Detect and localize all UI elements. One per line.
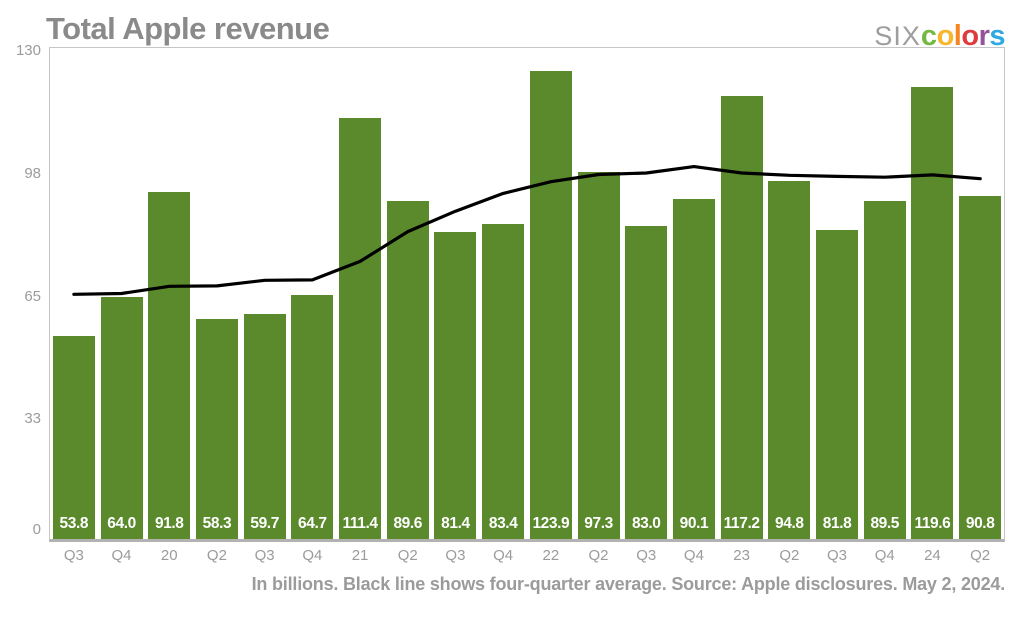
x-tick-label: Q3 [254,547,275,564]
bar-value-label: 90.8 [965,515,995,532]
bar: 111.4 [339,118,382,539]
x-tick-label: Q4 [302,547,323,564]
bar-value-label: 94.8 [775,515,804,532]
bar: 58.3 [195,318,238,539]
bar-value-label: 64.0 [107,515,136,532]
chart-caption: In billions. Black line shows four-quart… [251,574,1006,594]
bar: 83.4 [482,224,525,539]
x-tick-label: Q2 [206,547,227,564]
bar: 90.1 [672,198,715,539]
y-tick-label: 130 [15,42,41,59]
bar-value-label: 83.4 [488,515,518,532]
x-tick-label: 22 [542,547,560,564]
bar-value-label: 83.0 [631,515,661,532]
chart-title: Total Apple revenue [46,11,330,46]
bar: 81.8 [816,230,859,539]
bar: 119.6 [911,87,954,539]
sixcolors-logo: SIXcolors [874,21,1005,56]
x-tick-label: Q4 [683,547,704,564]
bar: 123.9 [529,71,572,539]
logo-colors-text: colors [920,20,1006,52]
bar: 64.0 [100,297,143,539]
bar: 91.8 [148,192,191,539]
bar: 90.8 [959,196,1002,539]
x-tick-label: Q2 [397,547,418,564]
bar: 81.4 [434,231,477,539]
logo-letter: s [989,20,1005,52]
logo-letter: l [953,20,962,52]
bar-value-label: 123.9 [532,515,570,532]
x-tick-label: Q2 [588,547,609,564]
four-quarter-average-line [72,164,982,296]
bar-value-label: 81.4 [441,515,470,532]
bar-value-label: 53.8 [59,515,89,532]
x-tick-label: Q3 [827,547,848,564]
bar-value-label: 90.1 [679,515,709,532]
bar-value-label: 119.6 [914,515,951,532]
bar: 83.0 [625,225,668,539]
bar: 97.3 [577,171,620,539]
bar-value-label: 89.6 [393,515,423,532]
x-tick-label: Q2 [779,547,800,564]
x-tick-label: Q2 [970,547,991,564]
y-tick-label: 98 [24,164,41,182]
bar-value-label: 111.4 [342,515,378,532]
bar-value-label: 91.8 [154,515,184,532]
bar: 89.5 [863,200,906,539]
y-axis-tick-labels: 130 98 65 33 0 [0,42,41,541]
logo-letter: o [961,20,979,52]
plot-area: 53.8 64.0 91.8 58.3 59.7 64.7 111.4 89.6 81.4 83.… [49,47,1005,542]
x-tick-label: 21 [351,547,369,564]
bar-value-label: 117.2 [723,515,760,532]
logo-letter: c [920,20,937,52]
x-tick-label: 20 [160,547,178,564]
bar-value-label: 64.7 [298,515,327,532]
x-tick-label: Q3 [63,547,84,564]
y-tick-label: 65 [24,287,41,305]
logo-six-text: SIX [874,21,921,51]
logo-letter: o [936,20,955,52]
x-tick-label: Q4 [874,547,895,564]
bar-value-label: 97.3 [584,515,613,532]
bar: 53.8 [52,335,95,539]
bar-value-label: 59.7 [250,515,279,532]
bar-value-label: 89.5 [870,515,900,532]
x-tick-label: 24 [924,547,941,564]
bar: 94.8 [768,180,811,539]
x-tick-label: Q4 [493,547,514,564]
bar-value-label: 58.3 [202,515,232,532]
y-tick-label: 33 [24,410,41,428]
x-tick-label: Q3 [445,547,466,564]
y-tick-label: 0 [32,521,41,538]
bar: 59.7 [243,313,286,539]
x-tick-label: Q3 [636,547,657,564]
logo-letter: r [978,20,990,52]
x-tick-label: Q4 [111,547,132,564]
bar: 64.7 [291,294,334,539]
bar: 89.6 [386,200,429,539]
bar-value-label: 81.8 [822,515,852,532]
x-axis-tick-labels: Q3 Q4 20 Q2 Q3 Q4 21 Q2 Q3 Q4 22 Q2 Q3 Q4 23 Q2 Q3 Q4 24 Q2 [50,546,1004,566]
x-tick-label: 23 [733,547,750,564]
